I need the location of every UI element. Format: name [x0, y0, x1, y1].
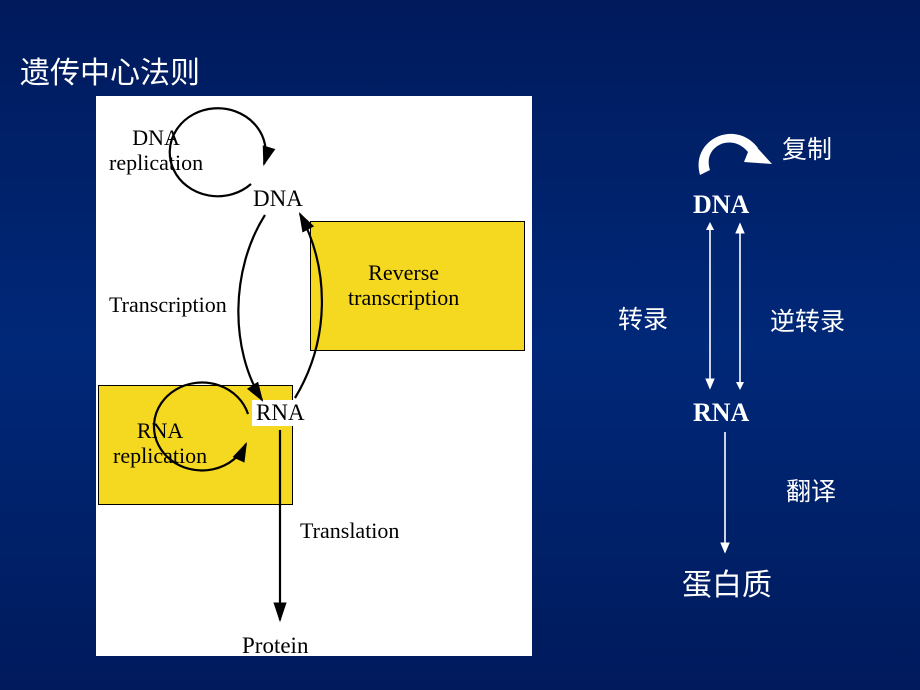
label-reverse-transcription: Reverse transcription: [348, 260, 459, 311]
page-title: 遗传中心法则: [20, 48, 200, 92]
label-dna-replication-l2: replication: [109, 150, 203, 175]
label-dna-replication-l1: DNA: [132, 125, 180, 150]
label-dna-replication: DNA replication: [109, 125, 203, 176]
label-translation: Translation: [300, 518, 399, 543]
label-rev-l2: transcription: [348, 285, 459, 310]
node-protein: Protein: [242, 633, 308, 659]
label-rna-replication: RNA replication: [113, 418, 207, 469]
node-rna: RNA: [252, 400, 309, 426]
label-rnarep-l1: RNA: [137, 418, 183, 443]
right-node-protein: 蛋白质: [682, 560, 772, 604]
left-diagram-panel: DNA RNA Protein DNA replication Transcri…: [96, 96, 532, 656]
label-rev-l1: Reverse: [368, 260, 439, 285]
right-label-translation: 翻译: [786, 472, 836, 508]
right-node-dna: DNA: [693, 190, 749, 220]
right-label-reverse: 逆转录: [770, 302, 845, 338]
right-label-transcription: 转录: [618, 300, 668, 336]
label-transcription: Transcription: [109, 292, 227, 317]
label-rnarep-l2: replication: [113, 443, 207, 468]
left-arrows: [96, 96, 532, 656]
right-node-rna: RNA: [693, 398, 749, 428]
right-label-replication: 复制: [782, 130, 832, 166]
node-dna: DNA: [253, 186, 303, 212]
